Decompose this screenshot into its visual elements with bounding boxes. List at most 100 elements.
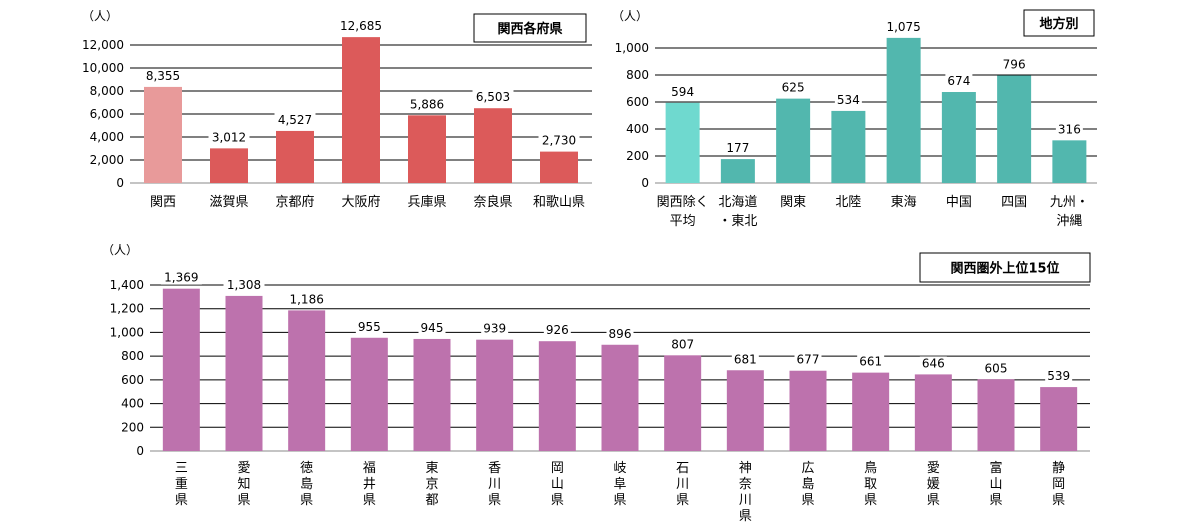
- value-label: 926: [546, 323, 569, 337]
- y-tick-label: 0: [116, 176, 124, 190]
- bar: [977, 379, 1015, 451]
- bar: [476, 339, 514, 451]
- category-label-line: 平均: [670, 214, 696, 229]
- y-tick-label: 1,000: [110, 325, 144, 339]
- y-tick-label: 200: [626, 149, 649, 163]
- value-label-bg: [142, 68, 184, 83]
- category-label: 富山県: [989, 460, 1002, 508]
- value-label-bg: [857, 354, 885, 369]
- category-label-char: 県: [676, 493, 689, 508]
- value-label-bg: [274, 112, 316, 127]
- category-label: 関西除く平均: [657, 195, 709, 229]
- category-label: 福井県: [363, 461, 376, 508]
- category-label: 岐阜県: [613, 461, 626, 508]
- category-label-char: 川: [676, 477, 689, 492]
- category-label: 神奈川県: [739, 461, 752, 524]
- value-label-bg: [418, 320, 446, 335]
- chart-title: 関西各府県: [497, 21, 562, 37]
- bar: [789, 370, 827, 451]
- category-label: 和歌山県: [533, 195, 585, 210]
- category-label: 愛媛県: [927, 461, 940, 508]
- bar: [342, 37, 380, 184]
- bar: [288, 310, 326, 451]
- category-label-char: 神: [739, 461, 752, 476]
- value-label: 12,685: [340, 19, 382, 33]
- value-label: 1,369: [164, 271, 198, 285]
- chart-title: 地方別: [1039, 16, 1078, 32]
- value-label-bg: [945, 74, 973, 89]
- chart-title-box: [1023, 9, 1095, 37]
- category-label-char: 奈: [739, 477, 752, 492]
- category-label-char: 徳: [300, 461, 313, 476]
- category-label-char: 岡: [551, 461, 564, 476]
- bar: [941, 92, 976, 183]
- category-label-char: 島: [801, 477, 814, 492]
- category-label-char: 愛: [237, 461, 250, 476]
- bar: [776, 98, 811, 183]
- category-label: 静岡県: [1052, 461, 1065, 508]
- bar: [413, 338, 451, 451]
- value-label-bg: [731, 352, 759, 367]
- category-label: 東海: [891, 194, 917, 210]
- y-tick-label: 800: [626, 68, 649, 82]
- value-label: 677: [797, 353, 820, 367]
- bar: [210, 148, 248, 183]
- category-label-char: 知: [237, 476, 250, 492]
- category-label-char: 都: [425, 493, 438, 508]
- bar: [144, 86, 182, 183]
- category-label-char: 京: [425, 477, 438, 492]
- chart-kansai: 0 2,000 4,000 6,000 8,000 10,000 12,000 8,355 関西…: [82, 9, 592, 210]
- category-label-char: 香: [488, 461, 501, 476]
- category-label: 四国: [1001, 195, 1027, 210]
- value-label: 6,503: [476, 90, 510, 104]
- category-label: 岡山県: [551, 461, 564, 508]
- value-label-bg: [160, 270, 202, 285]
- category-label: 関西: [150, 195, 176, 210]
- bar: [474, 108, 512, 183]
- bar: [665, 102, 700, 183]
- value-label-bg: [472, 90, 514, 105]
- bar: [852, 372, 890, 451]
- value-label-bg: [834, 92, 862, 107]
- y-tick-label: 10,000: [82, 61, 124, 75]
- unit-label: （人）: [102, 243, 138, 257]
- value-label: 8,355: [146, 69, 180, 83]
- bar: [540, 151, 578, 183]
- value-label-bg: [481, 321, 509, 336]
- value-label: 625: [782, 81, 805, 95]
- value-label-bg: [779, 80, 807, 95]
- category-label: 京都府: [275, 195, 314, 210]
- category-label-char: 岐: [613, 461, 626, 476]
- y-tick-label: 6,000: [90, 107, 124, 121]
- category-label-char: 石: [676, 461, 689, 476]
- category-label-char: 県: [488, 493, 501, 508]
- value-label: 594: [671, 85, 694, 99]
- category-label: 愛知県: [237, 461, 250, 508]
- y-tick-label: 0: [136, 444, 144, 458]
- value-label: 939: [483, 322, 506, 336]
- bar: [1040, 387, 1078, 451]
- value-label-bg: [919, 356, 947, 371]
- value-label-bg: [982, 361, 1010, 376]
- category-label-char: 福: [363, 461, 376, 476]
- category-label-char: 川: [739, 493, 752, 508]
- value-label-bg: [406, 97, 448, 112]
- category-label-line: ・東北: [718, 213, 757, 229]
- category-label-char: 阜: [613, 476, 626, 492]
- category-label: 北海道・東北: [718, 195, 757, 229]
- value-label: 2,730: [542, 134, 576, 148]
- y-tick-label: 1,200: [110, 302, 144, 316]
- bar: [886, 37, 921, 183]
- value-label: 4,527: [278, 113, 312, 127]
- category-label-line: 北海道: [718, 195, 757, 210]
- category-label-line: 九州・: [1050, 195, 1089, 210]
- category-label-char: 取: [864, 477, 877, 492]
- value-label-bg: [669, 84, 697, 99]
- category-label-line: 関西除く: [657, 195, 709, 210]
- chart-region: 0 200 400 600 800 1,000 594 関西除く平均 177 北海道・東北 625 関…: [612, 9, 1097, 229]
- category-label-line: 中国: [946, 195, 972, 210]
- bar: [914, 374, 952, 451]
- bar: [1052, 140, 1087, 183]
- category-label-char: 県: [864, 493, 877, 508]
